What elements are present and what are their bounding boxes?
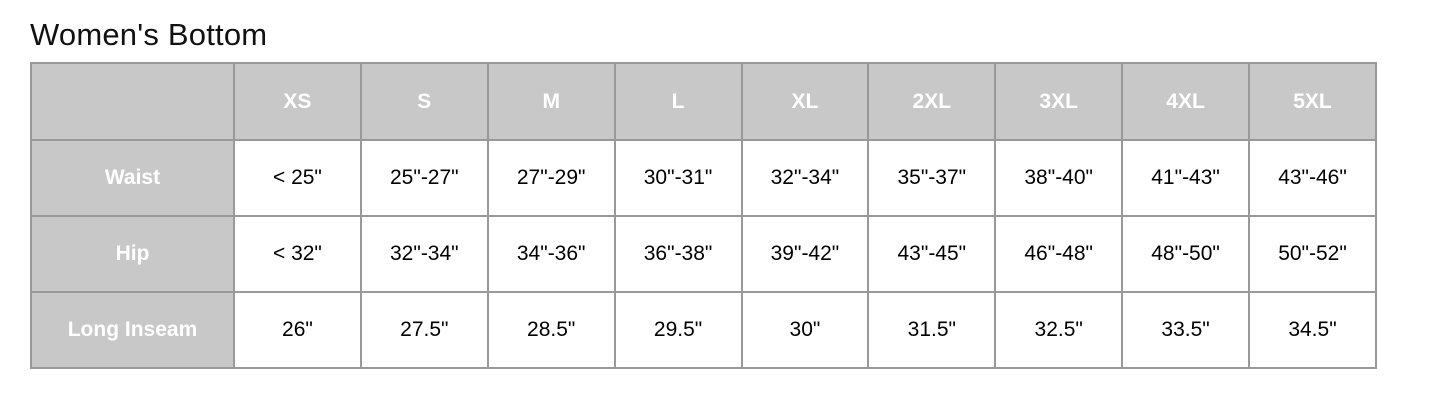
size-value-cell: < 25": [233, 139, 362, 218]
corner-cell: [30, 62, 235, 142]
size-chart-body: Waist < 25" 25"-27" 27"-29" 30"-31" 32"-34" 35…: [30, 139, 1377, 370]
column-header-4xl: 4XL: [1121, 62, 1250, 142]
size-value-cell: 26": [233, 291, 362, 370]
size-chart-table: XS S M L XL 2XL 3XL 4XL 5XL Waist < 25" 25"-27" 27"…: [30, 62, 1377, 370]
size-value-cell: 28.5": [486, 291, 616, 370]
size-value-cell: 43"-46": [1248, 139, 1377, 218]
column-header-xl: XL: [740, 62, 870, 142]
column-header-2xl: 2XL: [867, 62, 997, 142]
size-value-cell: 30": [740, 291, 870, 370]
row-label: Waist: [30, 139, 235, 218]
row-label: Long Inseam: [30, 291, 235, 370]
column-header-l: L: [613, 62, 743, 142]
column-header-xs: XS: [233, 62, 362, 142]
size-value-cell: 48"-50": [1121, 215, 1250, 294]
size-value-cell: < 32": [233, 215, 362, 294]
size-value-cell: 34"-36": [486, 215, 616, 294]
size-value-cell: 39"-42": [740, 215, 870, 294]
size-value-cell: 35"-37": [867, 139, 997, 218]
size-value-cell: 43"-45": [867, 215, 997, 294]
size-value-cell: 32"-34": [740, 139, 870, 218]
row-label: Hip: [30, 215, 235, 294]
column-header-m: M: [486, 62, 616, 142]
size-value-cell: 27"-29": [486, 139, 616, 218]
table-row: Long Inseam 26" 27.5" 28.5" 29.5" 30" 31.5" 32.…: [30, 291, 1377, 370]
size-guide-page: Women's Bottom XS S M L XL 2XL 3XL 4XL 5XL Waist…: [30, 17, 1377, 370]
table-row: Waist < 25" 25"-27" 27"-29" 30"-31" 32"-34" 35…: [30, 139, 1377, 218]
size-value-cell: 36"-38": [613, 215, 743, 294]
size-value-cell: 33.5": [1121, 291, 1250, 370]
size-value-cell: 25"-27": [359, 139, 489, 218]
column-header-5xl: 5XL: [1248, 62, 1377, 142]
header-row: XS S M L XL 2XL 3XL 4XL 5XL: [30, 62, 1377, 142]
size-value-cell: 38"-40": [994, 139, 1124, 218]
size-value-cell: 29.5": [613, 291, 743, 370]
size-value-cell: 34.5": [1248, 291, 1377, 370]
size-value-cell: 41"-43": [1121, 139, 1250, 218]
size-value-cell: 30"-31": [613, 139, 743, 218]
size-value-cell: 27.5": [359, 291, 489, 370]
page-title: Women's Bottom: [30, 17, 268, 52]
column-header-3xl: 3XL: [994, 62, 1124, 142]
table-row: Hip < 32" 32"-34" 34"-36" 36"-38" 39"-42" 43"-…: [30, 215, 1377, 294]
size-value-cell: 31.5": [867, 291, 997, 370]
size-value-cell: 46"-48": [994, 215, 1124, 294]
column-header-s: S: [359, 62, 489, 142]
size-value-cell: 32"-34": [359, 215, 489, 294]
size-value-cell: 50"-52": [1248, 215, 1377, 294]
size-value-cell: 32.5": [994, 291, 1124, 370]
